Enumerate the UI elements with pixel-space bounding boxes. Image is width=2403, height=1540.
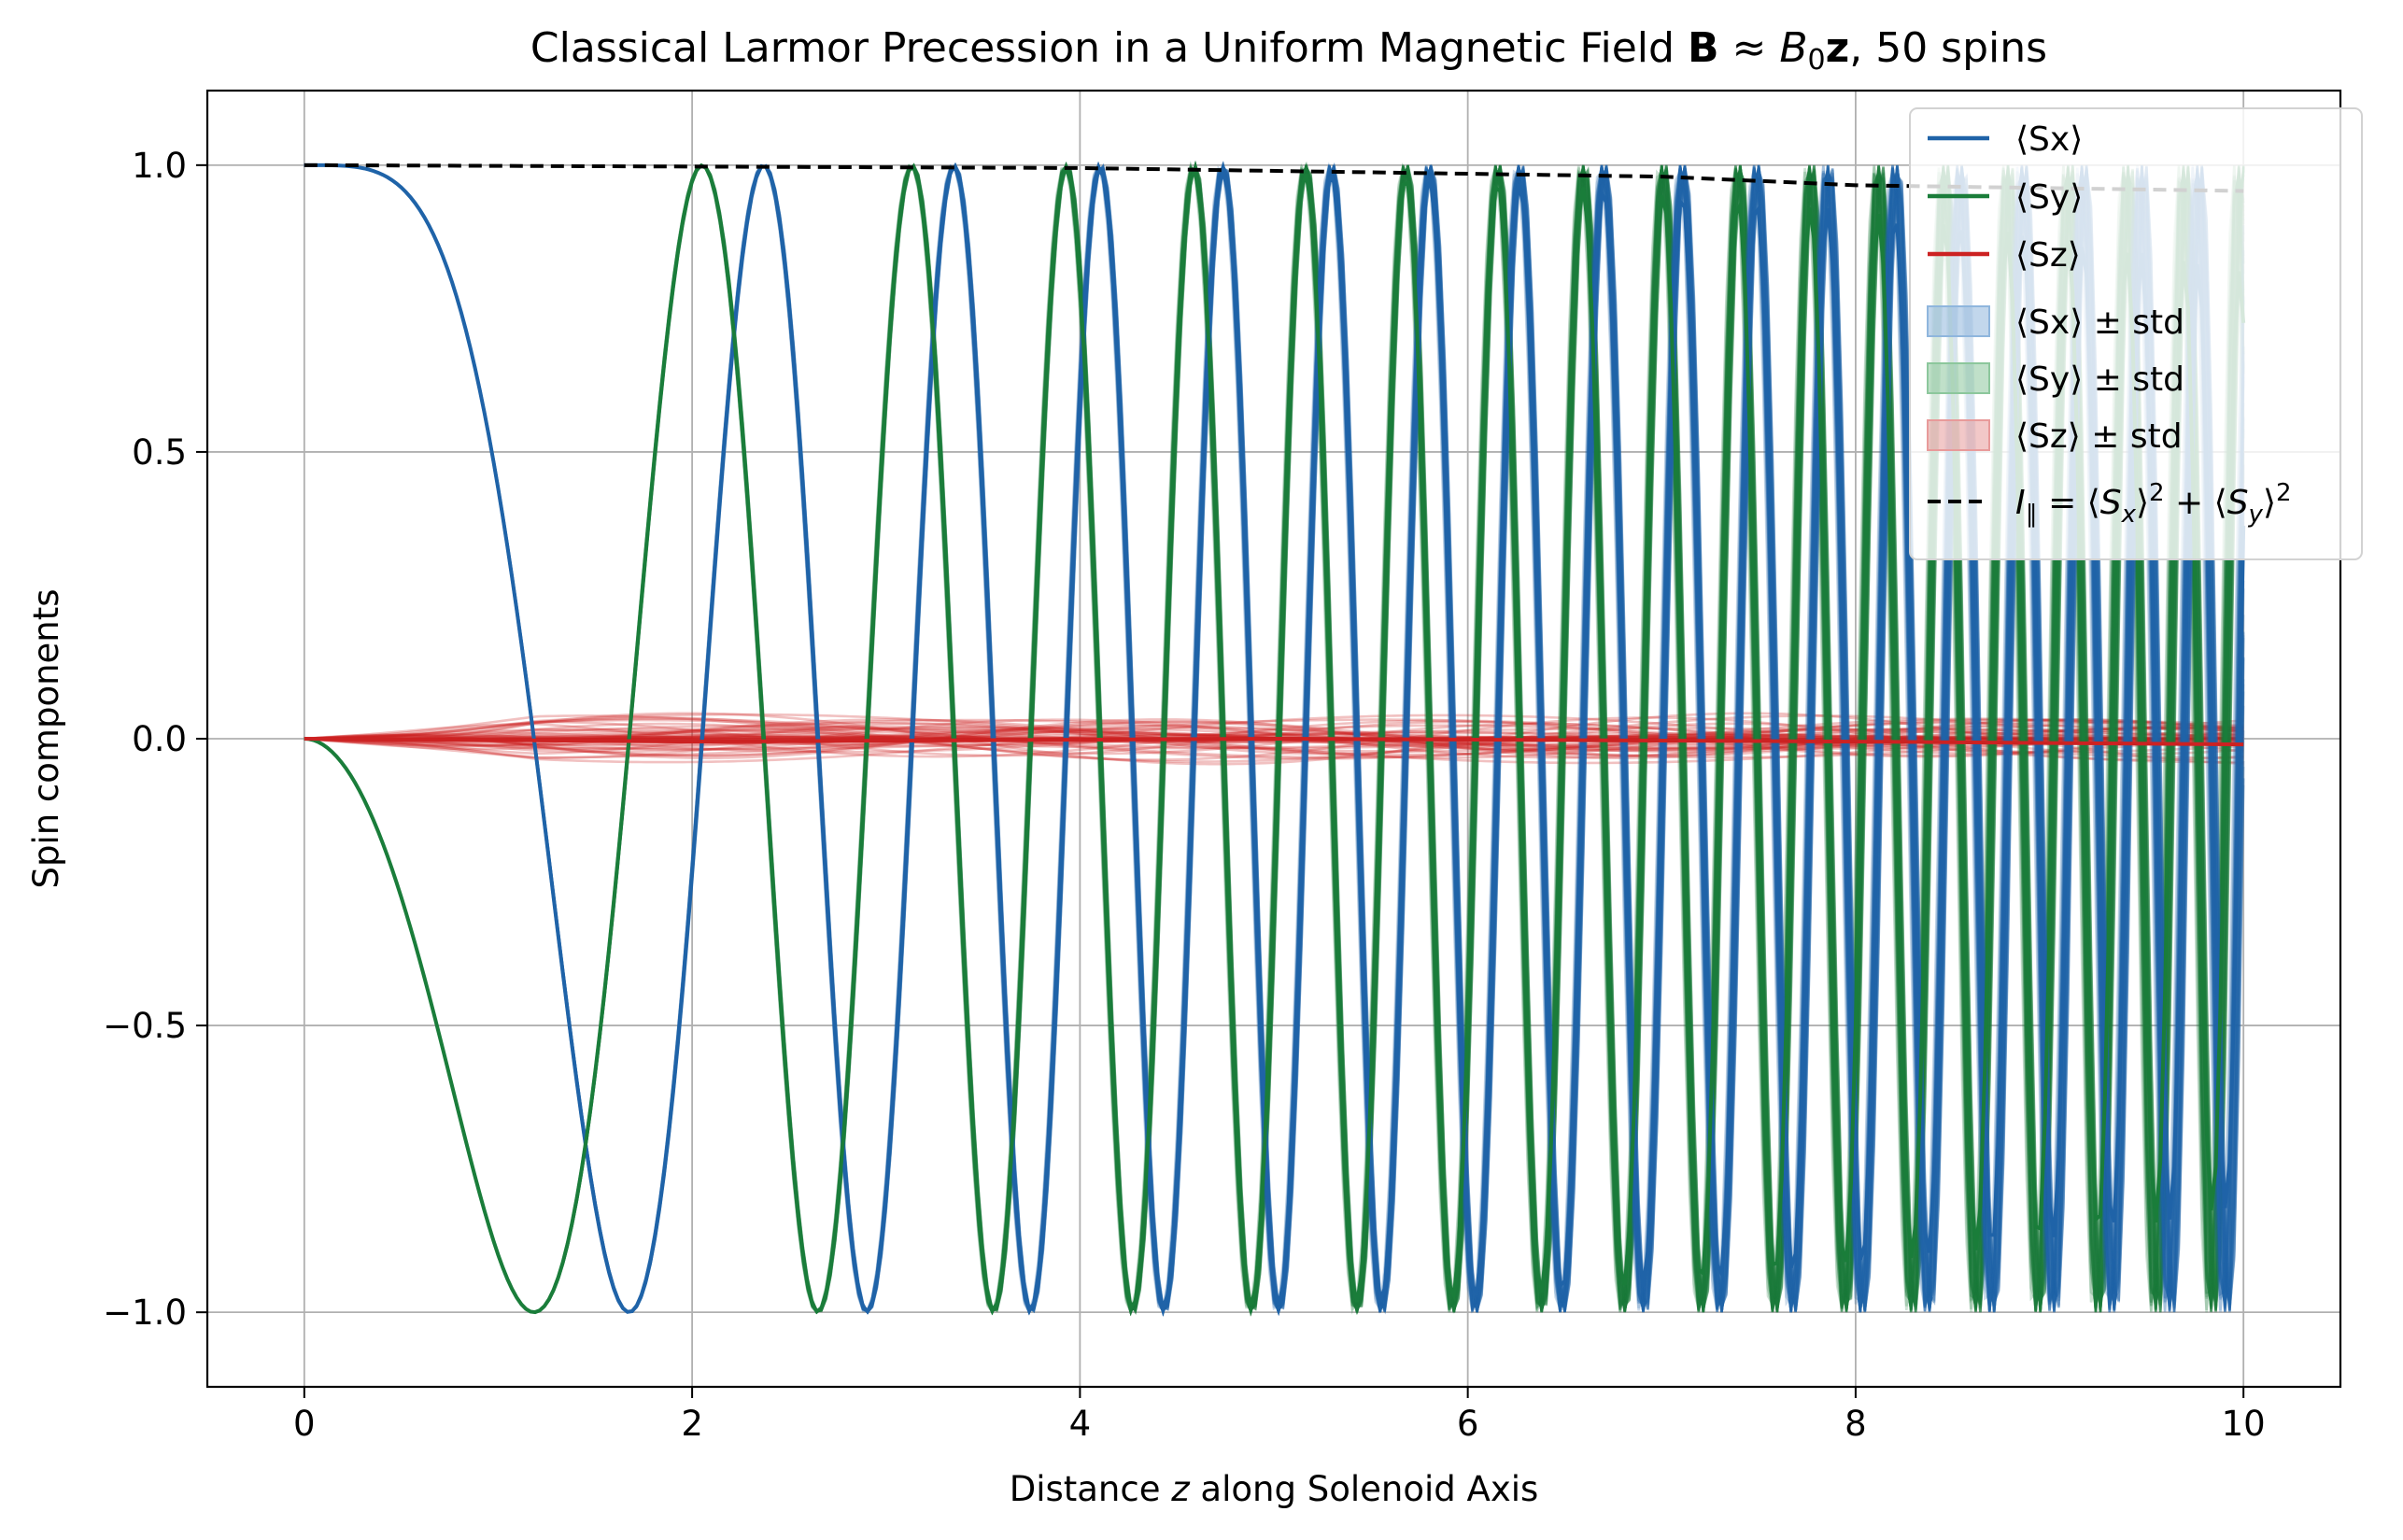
sx-legend-label: ⟨Sx⟩ — [2015, 120, 2083, 159]
sz-spin-trace — [304, 722, 2244, 756]
y-tick-label: 0.5 — [132, 432, 187, 473]
sy-mean-line — [304, 162, 2246, 1315]
legend: ⟨Sx⟩ ⟨Sy⟩ ⟨Sz⟩ ⟨Sx⟩ ± std ⟨Sy⟩ ± std ⟨Sz⟩ ± s… — [1909, 107, 2363, 560]
sz-spin-trace — [304, 712, 2244, 766]
y-axis-ticks: −1.0 −0.5 0.0 0.5 1.0 — [103, 146, 207, 1333]
sz-legend-label: ⟨Sz⟩ — [2015, 236, 2081, 275]
mean-lines — [304, 162, 2246, 1315]
y-tick-label: 1.0 — [132, 146, 187, 186]
y-tick-label: 0.0 — [132, 719, 187, 759]
y-tick-label: −1.0 — [103, 1293, 187, 1333]
sz_band-legend-swatch — [1927, 419, 1990, 451]
chart-title: Classical Larmor Precession in a Uniform… — [530, 24, 2047, 77]
x-tick-label: 2 — [681, 1404, 703, 1444]
legend-entries: ⟨Sx⟩ ⟨Sy⟩ ⟨Sz⟩ ⟨Sx⟩ ± std ⟨Sy⟩ ± std ⟨Sz⟩ ± s… — [1927, 120, 2184, 456]
sz-spin-trace — [304, 717, 2244, 760]
x-tick-label: 0 — [293, 1404, 316, 1444]
x-axis-ticks: 0 2 4 6 8 10 — [293, 1387, 2266, 1444]
sz-spin-trace — [304, 719, 2244, 758]
sz-spin-trace — [304, 720, 2244, 757]
sx_band-legend-label: ⟨Sx⟩ ± std — [2015, 304, 2184, 342]
y-tick-label: −0.5 — [103, 1006, 187, 1046]
sz-spin-trace — [304, 718, 2244, 759]
sy_band-legend-swatch — [1927, 362, 1990, 394]
sz-spin-trace — [304, 728, 2244, 750]
legend-intensity-label: I∥ = ⟨Sx⟩2 + ⟨Sy⟩2 — [2015, 479, 2292, 529]
x-tick-label: 6 — [1457, 1404, 1479, 1444]
x-tick-label: 10 — [2222, 1404, 2266, 1444]
sz-spin-trace — [304, 713, 2244, 765]
sz-spin-trace — [304, 714, 2244, 763]
sz-spin-trace — [304, 728, 2244, 750]
x-tick-label: 4 — [1069, 1404, 1092, 1444]
sz_band-legend-label: ⟨Sz⟩ ± std — [2015, 417, 2183, 456]
sx_band-legend-swatch — [1927, 305, 1990, 337]
intensity-dashed-line — [304, 162, 2244, 193]
x-tick-label: 8 — [1845, 1404, 1867, 1444]
sz-spin-trace — [304, 725, 2244, 753]
sy_band-legend-label: ⟨Sy⟩ ± std — [2015, 360, 2184, 399]
legend-box — [1909, 107, 2363, 560]
x-axis-label: Distance z along Solenoid Axis — [1010, 1469, 1539, 1509]
sy-legend-label: ⟨Sy⟩ — [2015, 178, 2083, 217]
sz-mean-line — [304, 736, 2244, 747]
y-axis-label: Spin components — [26, 588, 66, 888]
